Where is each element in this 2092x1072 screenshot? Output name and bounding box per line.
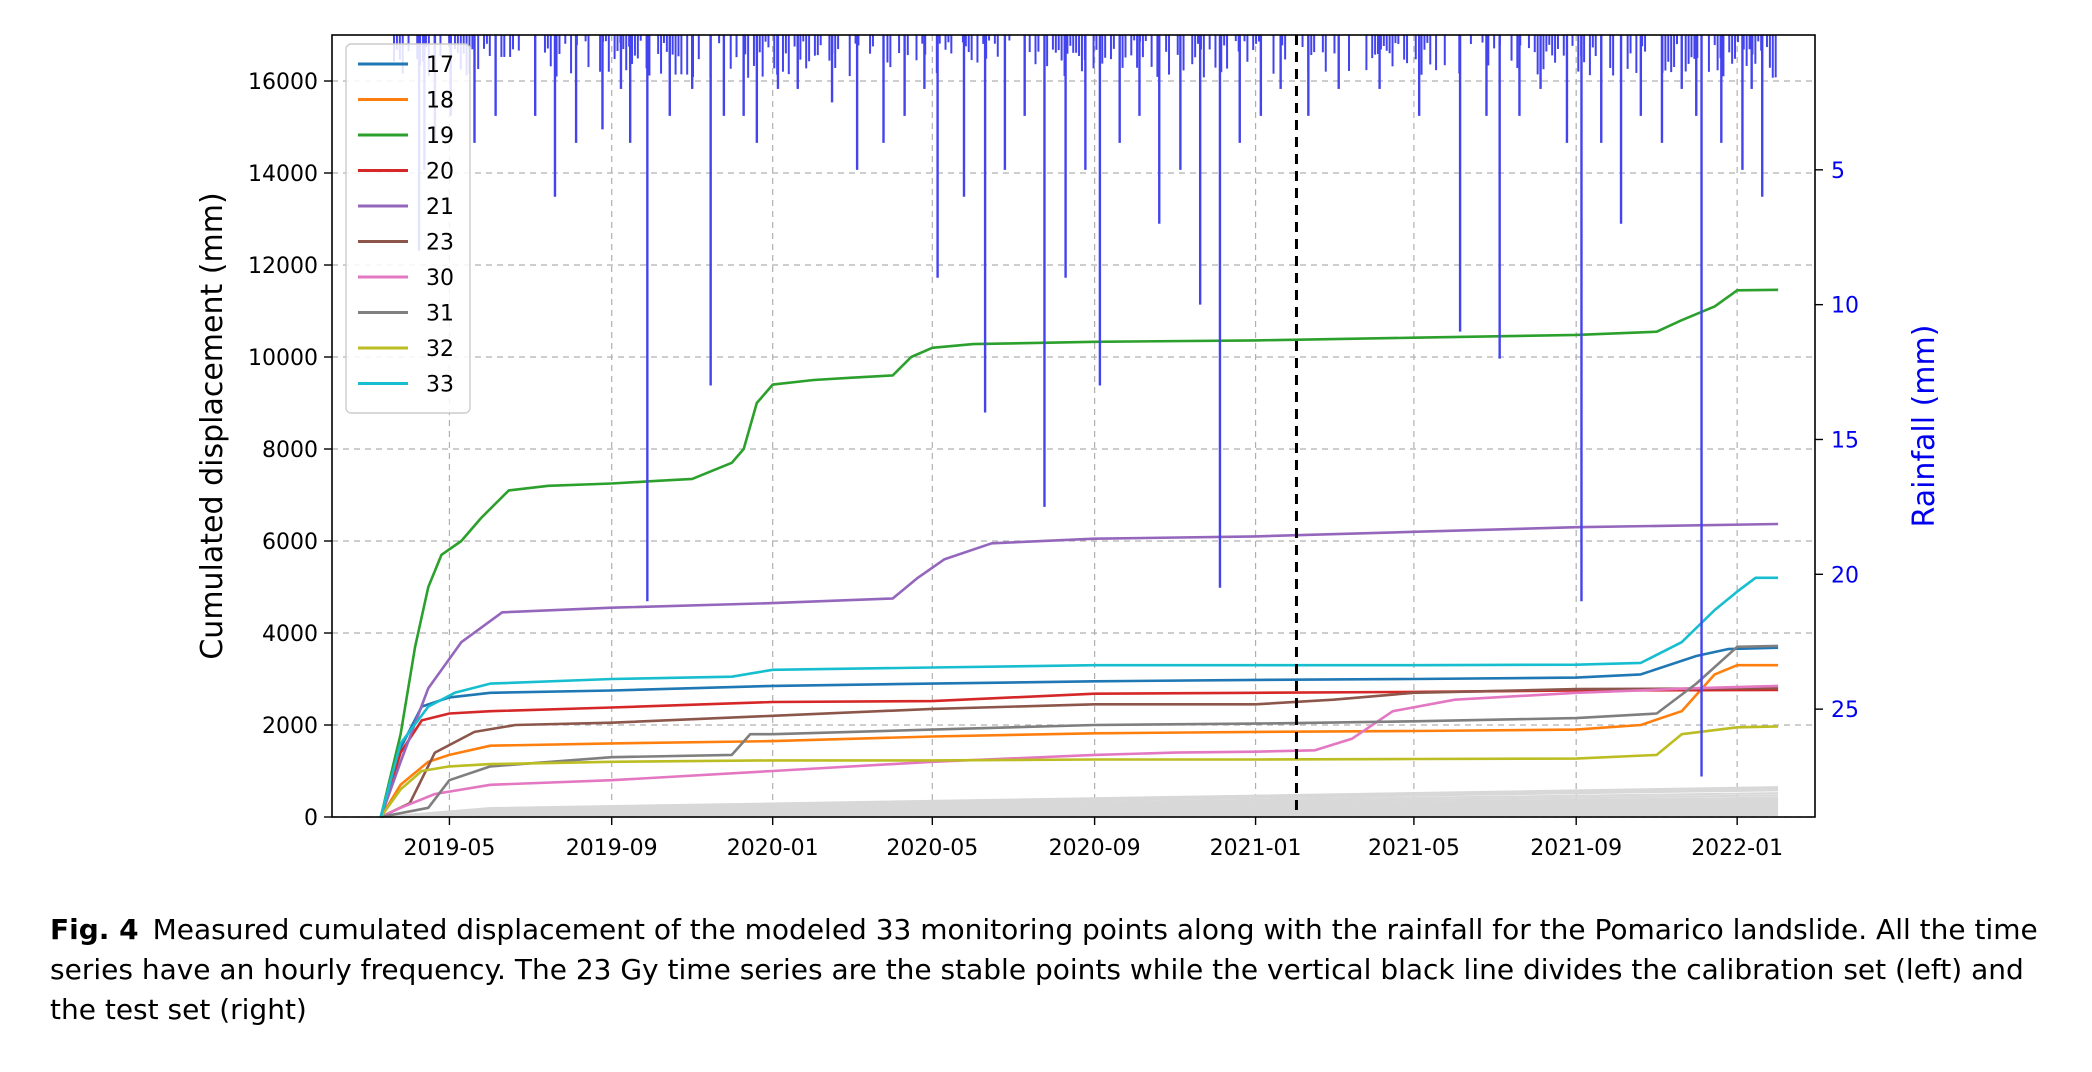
y-tick-label: 2000 [262, 714, 318, 739]
legend: 17 18 19 20 21 23 30 31 32 33 [345, 43, 471, 414]
chart: 2019-05 2019-09 2020-01 2020-05 2020-09 2021-… [195, 34, 1942, 861]
series-line-21 [379, 522, 1779, 818]
stable-series-group [380, 786, 1779, 818]
y-tick-label: 8000 [262, 438, 318, 463]
y-right-tick-label: 25 [1831, 698, 1859, 723]
y-tick-label: 6000 [262, 530, 318, 555]
legend-label-32: 32 [426, 337, 454, 362]
series-line-18 [379, 663, 1779, 818]
x-tick-label: 2021-09 [1530, 836, 1622, 861]
legend-label-30: 30 [426, 266, 454, 291]
y-axis-left: 0 2000 4000 6000 8000 10000 12000 14000 16000 [248, 70, 332, 831]
series-line-33 [379, 576, 1779, 818]
series-line-23 [380, 686, 1779, 819]
legend-label-20: 20 [426, 160, 454, 185]
legend-label-23: 23 [426, 231, 454, 256]
y-axis-title: Cumulated displacement (mm) [195, 192, 230, 659]
y-tick-label: 12000 [248, 254, 318, 279]
series-line-32 [379, 725, 1779, 818]
plot-frame [331, 34, 1816, 818]
x-tick-label: 2021-01 [1210, 836, 1302, 861]
y-tick-label: 10000 [248, 346, 318, 371]
legend-label-33: 33 [426, 373, 454, 398]
y-tick-label: 4000 [262, 622, 318, 647]
legend-label-31: 31 [426, 302, 454, 327]
x-tick-label: 2020-01 [727, 836, 819, 861]
series-line-31 [380, 644, 1779, 819]
caption-text: Measured cumulated displacement of the m… [50, 913, 2038, 1026]
x-tick-label: 2019-05 [403, 836, 495, 861]
y-tick-label: 16000 [248, 70, 318, 95]
x-tick-label: 2022-01 [1691, 836, 1783, 861]
grid [332, 35, 1815, 818]
legend-label-17: 17 [426, 53, 454, 78]
y-axis-right: 5 10 15 20 25 [1815, 159, 1859, 723]
x-tick-label: 2019-09 [566, 836, 658, 861]
y-right-tick-label: 10 [1831, 294, 1859, 319]
x-axis: 2019-05 2019-09 2020-01 2020-05 2020-09 2021-… [403, 817, 1783, 861]
figure-caption: Fig. 4 Measured cumulated displacement of… [50, 910, 2050, 1030]
figure: 2019-05 2019-09 2020-01 2020-05 2020-09 2021-… [50, 34, 2038, 1026]
caption-label: Fig. 4 [50, 913, 139, 946]
legend-label-21: 21 [426, 195, 454, 220]
y-right-tick-label: 20 [1831, 563, 1859, 588]
x-tick-label: 2020-05 [886, 836, 978, 861]
y-right-tick-label: 5 [1831, 159, 1845, 184]
series-line-19 [379, 288, 1779, 818]
y-tick-label: 0 [304, 806, 318, 831]
x-tick-label: 2021-05 [1368, 836, 1460, 861]
x-tick-label: 2020-09 [1049, 836, 1141, 861]
series-group [379, 288, 1779, 819]
y-axis-right-title: Rainfall (mm) [1907, 325, 1942, 528]
y-tick-label: 14000 [248, 162, 318, 187]
legend-label-19: 19 [426, 124, 454, 149]
y-right-tick-label: 15 [1831, 428, 1859, 453]
series-line-30 [380, 684, 1779, 819]
legend-label-18: 18 [426, 89, 454, 114]
